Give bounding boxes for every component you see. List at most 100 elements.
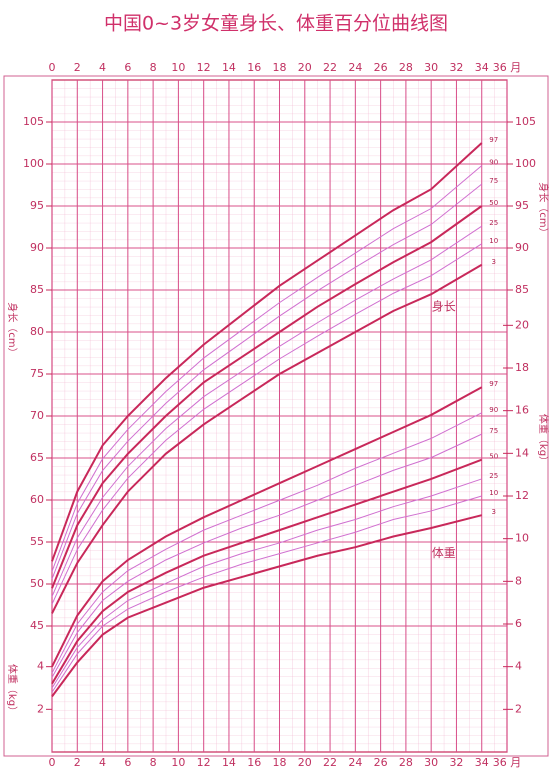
percentile-line	[51, 142, 483, 562]
x-tick-label: 34	[475, 61, 489, 74]
series-label: 3	[491, 258, 495, 266]
y-tick-label-right: 95	[515, 199, 529, 212]
series-label: 75	[489, 177, 498, 185]
chart-title: 中国0~3岁女童身长、体重百分位曲线图	[104, 13, 448, 35]
x-tick-label: 22	[323, 61, 337, 74]
y-tick-label: 65	[30, 451, 44, 464]
x-tick-label: 26	[374, 61, 388, 74]
x-tick-label: 32	[449, 756, 463, 769]
y-tick-label: 105	[23, 115, 44, 128]
percentile-line	[51, 386, 483, 668]
y2-tick-label-right: 4	[515, 660, 522, 673]
series-label: 97	[489, 136, 498, 144]
y-tick-label: 80	[30, 325, 44, 338]
y-tick-label: 85	[30, 283, 44, 296]
y-tick-label: 100	[23, 157, 44, 170]
percentile-line	[51, 495, 482, 693]
x-tick-label: 14	[222, 61, 236, 74]
x-tick-label: 28	[399, 756, 413, 769]
y-tick-label: 95	[30, 199, 44, 212]
x-tick-label: 18	[273, 756, 287, 769]
percentile-line	[51, 478, 482, 689]
percentile-line	[51, 225, 482, 597]
y2-axis-title-left: 体重（kg）	[6, 664, 19, 716]
x-tick-label: 12	[197, 61, 211, 74]
x-tick-label: 16	[247, 756, 261, 769]
x-tick-label: 8	[150, 756, 157, 769]
series-label: 90	[489, 406, 498, 414]
y-tick-label: 55	[30, 535, 44, 548]
y-tick-label: 45	[30, 619, 44, 632]
series-label: 10	[489, 489, 498, 497]
x-tick-label: 2	[74, 756, 81, 769]
y2-tick-label-right: 18	[515, 361, 529, 374]
y2-axis-title-right: 体重（kg）	[537, 414, 550, 466]
percentile-line	[51, 183, 483, 580]
x-tick-label: 4	[99, 61, 106, 74]
x-tick-label: 6	[124, 756, 131, 769]
annotation: 身长	[432, 298, 456, 313]
series-label: 25	[489, 472, 498, 480]
y-tick-label: 60	[30, 493, 44, 506]
series-label: 3	[491, 508, 495, 516]
percentile-line	[51, 514, 482, 698]
annotation: 体重	[432, 546, 456, 560]
y-tick-label: 70	[30, 409, 44, 422]
series-label: 50	[489, 453, 498, 461]
y2-tick-label-right: 6	[515, 617, 522, 630]
y-axis-title-right: 身长（cm）	[537, 182, 550, 237]
x-tick-label: 10	[171, 756, 185, 769]
x-tick-label: 20	[298, 756, 312, 769]
x-tick-label: 36 月	[493, 756, 522, 769]
x-tick-label: 12	[197, 756, 211, 769]
y-axis-title-left: 身长（cm）	[6, 302, 19, 357]
x-tick-label: 22	[323, 756, 337, 769]
x-tick-label: 24	[348, 61, 362, 74]
x-tick-label: 32	[449, 61, 463, 74]
y-tick-label: 50	[30, 577, 44, 590]
y2-tick-label-right: 12	[515, 489, 529, 502]
percentile-line	[51, 263, 483, 614]
series-label: 50	[489, 199, 498, 207]
x-tick-label: 28	[399, 61, 413, 74]
y2-tick-label-right: 10	[515, 532, 529, 545]
x-tick-label: 24	[348, 756, 362, 769]
y-tick-label: 90	[30, 241, 44, 254]
x-tick-label: 34	[475, 756, 489, 769]
y2-tick-label-left: 2	[37, 702, 44, 715]
percentile-line	[51, 165, 483, 572]
x-tick-label: 18	[273, 61, 287, 74]
y-tick-label-right: 85	[515, 283, 529, 296]
series-label: 10	[489, 237, 498, 245]
y2-tick-label-right: 8	[515, 574, 522, 587]
x-tick-label: 30	[424, 756, 438, 769]
x-tick-label: 14	[222, 756, 236, 769]
percentile-line	[51, 458, 483, 685]
y-tick-label-right: 105	[515, 115, 536, 128]
series-label: 97	[489, 380, 498, 388]
y2-tick-label-right: 20	[515, 318, 529, 331]
y-tick-label-right: 90	[515, 241, 529, 254]
x-tick-label: 2	[74, 61, 81, 74]
y2-tick-label-right: 16	[515, 404, 529, 417]
percentile-line	[51, 205, 483, 589]
y2-tick-label-left: 4	[37, 660, 44, 673]
x-tick-label: 8	[150, 61, 157, 74]
percentile-line	[51, 243, 482, 605]
x-tick-label: 0	[49, 61, 56, 74]
x-tick-label: 20	[298, 61, 312, 74]
x-tick-label: 26	[374, 756, 388, 769]
x-tick-label: 36 月	[493, 61, 522, 74]
y-tick-label: 75	[30, 367, 44, 380]
y2-tick-label-right: 14	[515, 446, 529, 459]
outer-frame	[3, 75, 549, 757]
x-tick-label: 16	[247, 61, 261, 74]
y2-tick-label-right: 2	[515, 702, 522, 715]
x-tick-label: 4	[99, 756, 106, 769]
x-tick-label: 6	[124, 61, 131, 74]
x-tick-label: 0	[49, 756, 56, 769]
series-label: 90	[489, 159, 498, 167]
x-tick-label: 30	[424, 61, 438, 74]
x-tick-label: 10	[171, 61, 185, 74]
